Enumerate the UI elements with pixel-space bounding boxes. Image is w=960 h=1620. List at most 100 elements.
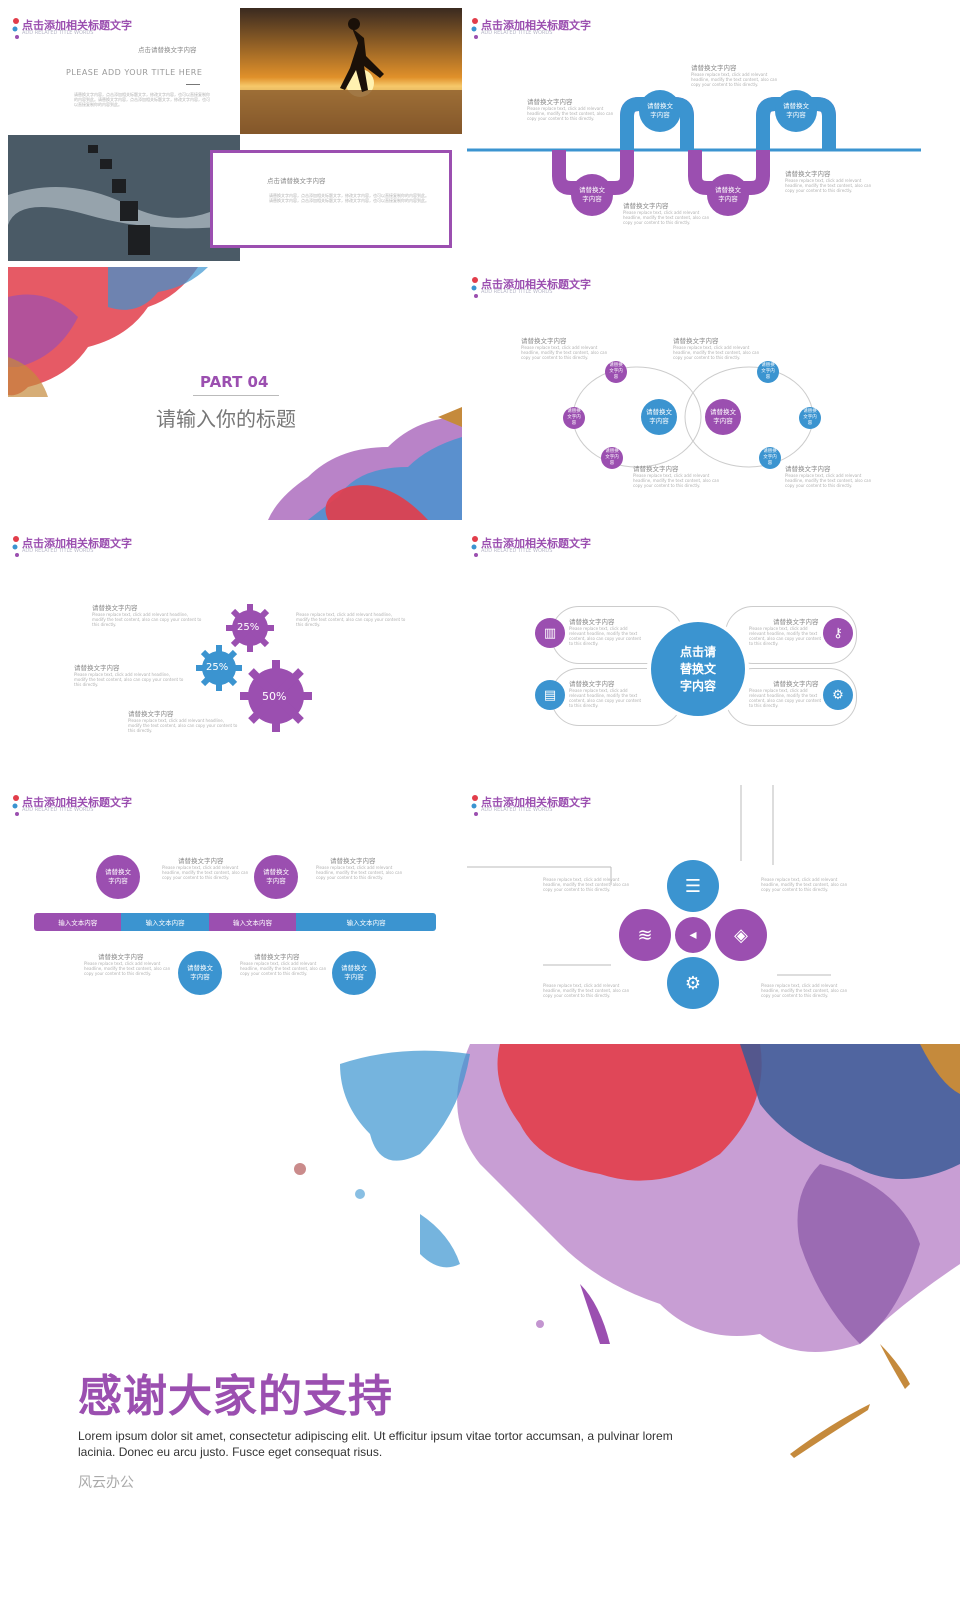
bubble-3: 请替换文 字内容 bbox=[571, 174, 613, 216]
desc-2: Please replace text, click add relevant … bbox=[316, 865, 403, 880]
brand-name: 风云办公 bbox=[78, 1475, 134, 1491]
slide-title: 点击添加相关标题文字 bbox=[22, 537, 132, 550]
node-f: 请替换 文字内容 bbox=[759, 447, 781, 469]
label-2: 请替换文字内容 bbox=[691, 64, 737, 72]
label-br: 请替换文字内容 bbox=[773, 680, 819, 688]
sunset-photo bbox=[240, 8, 462, 134]
connector-lines bbox=[467, 785, 831, 976]
label-4: 请替换文字内容 bbox=[785, 170, 831, 178]
box-heading: 点击请替换文字内容 bbox=[267, 177, 326, 185]
slide-section-part[interactable]: PART 04 请输入你的标题 bbox=[8, 267, 462, 520]
slide-central-circle[interactable]: 点击添加相关标题文字 ADD RELATED TITLE WORDS 点击请 替换… bbox=[467, 526, 921, 779]
slide-wave-timeline[interactable]: 点击添加相关标题文字 ADD RELATED TITLE WORDS 请替换文字… bbox=[467, 8, 921, 261]
gear-icon bbox=[226, 604, 274, 652]
label-4: 请替换文字内容 bbox=[128, 710, 174, 718]
node-c: 请替换 文字内容 bbox=[601, 447, 623, 469]
splash-corner-icon bbox=[471, 18, 478, 39]
barcode-icon: ▤ bbox=[535, 680, 565, 710]
divider bbox=[186, 84, 200, 85]
gear-1-label: 25% bbox=[237, 622, 260, 633]
key-icon: ⚷ bbox=[823, 618, 853, 648]
slide-title: 点击添加相关标题文字 bbox=[481, 796, 591, 809]
divider bbox=[193, 395, 279, 396]
text-box: 点击请替换文字内容 请替换文字内容，点击添加相关标题文字，修改文字内容，也可以直… bbox=[210, 150, 452, 248]
gear-icon: ⚙ bbox=[667, 957, 719, 1009]
bubble-2: 请替换文 字内容 bbox=[775, 90, 817, 132]
bubble-1: 请替换文 字内容 bbox=[96, 855, 140, 899]
gear-icon bbox=[196, 645, 242, 691]
slide-timeline-bar[interactable]: 点击添加相关标题文字 ADD RELATED TITLE WORDS 输入文本内… bbox=[8, 785, 462, 1038]
paint-splash-graphic bbox=[8, 267, 462, 520]
slide-subtitle: ADD RELATED TITLE WORDS bbox=[481, 289, 553, 295]
desc-1: Please replace text, click add relevant … bbox=[92, 612, 202, 627]
label-2: 请替换文字内容 bbox=[330, 857, 376, 865]
desc-tl: Please replace text, click add relevant … bbox=[521, 345, 608, 360]
slide-thanks[interactable]: 感谢大家的支持 Lorem ipsum dolor sit amet, cons… bbox=[0, 1044, 960, 1620]
node-a: 请替换 文字内容 bbox=[605, 361, 627, 383]
label-3: 请替换文字内容 bbox=[623, 202, 669, 210]
thanks-body: Lorem ipsum dolor sit amet, consectetur … bbox=[78, 1429, 673, 1459]
bubble-1: 请替换文 字内容 bbox=[639, 90, 681, 132]
bubble-3: 请替换文 字内容 bbox=[178, 951, 222, 995]
slide-subtitle: ADD RELATED TITLE WORDS bbox=[481, 30, 553, 36]
desc-2: Please replace text, click add relevant … bbox=[691, 72, 778, 87]
gear-icon bbox=[240, 660, 312, 732]
node-d: 请替换 文字内容 bbox=[757, 361, 779, 383]
slide-cycle-diagram[interactable]: 点击添加相关标题文字 ADD RELATED TITLE WORDS 请替换文字… bbox=[467, 267, 921, 520]
desc-tr: Please replace text, click add relevant … bbox=[673, 345, 760, 360]
desc-4: Please replace text, click add relevant … bbox=[240, 961, 327, 976]
label-1: 请替换文字内容 bbox=[527, 98, 573, 106]
center-node-2: 请替换文 字内容 bbox=[705, 399, 741, 435]
desc-3: Please replace text, click add relevant … bbox=[623, 210, 710, 225]
desc-br: Please replace text, click add relevant … bbox=[749, 688, 822, 708]
slide-title: 点击添加相关标题文字 bbox=[481, 537, 591, 550]
gears-graphic bbox=[196, 604, 312, 732]
desc-tr: Please replace text, click add relevant … bbox=[749, 626, 822, 646]
desc-3: Please replace text, click add relevant … bbox=[74, 672, 184, 687]
slide-icon-cluster[interactable]: 点击添加相关标题文字 ADD RELATED TITLE WORDS ☰ ≋ ◂… bbox=[467, 785, 921, 1038]
desc-4: Please replace text, click add relevant … bbox=[128, 718, 238, 733]
node-e: 请替换 文字内容 bbox=[799, 407, 821, 429]
desc-bl: Please replace text, click add relevant … bbox=[569, 688, 642, 708]
desc-1: Please replace text, click add relevant … bbox=[527, 106, 614, 121]
megaphone-icon: ◂ bbox=[675, 917, 711, 953]
desc-2: Please replace text, click add relevant … bbox=[296, 612, 406, 627]
slide-title: 点击添加相关标题文字 bbox=[22, 796, 132, 809]
english-title: PLEASE ADD YOUR TITLE HERE bbox=[66, 68, 203, 77]
bubble-4: 请替换文 字内容 bbox=[707, 174, 749, 216]
label-bl: 请替换文字内容 bbox=[633, 465, 679, 473]
timeline-bar: 输入文本内容 输入文本内容 输入文本内容 输入文本内容 bbox=[34, 913, 436, 931]
slide-subtitle: ADD RELATED TITLE WORDS bbox=[481, 548, 553, 554]
desc-bl: Please replace text, click add relevant … bbox=[633, 473, 720, 488]
bar-segment-4: 输入文本内容 bbox=[296, 913, 436, 931]
desc-br: Please replace text, click add relevant … bbox=[785, 473, 872, 488]
ocean-pier-photo bbox=[8, 135, 240, 261]
bubble-2: 请替换文 字内容 bbox=[254, 855, 298, 899]
label-3: 请替换文字内容 bbox=[74, 664, 120, 672]
splash-corner-icon bbox=[471, 277, 478, 298]
label-tl: 请替换文字内容 bbox=[521, 337, 567, 345]
splash-corner-icon bbox=[471, 536, 478, 557]
slide-photos[interactable]: 点击添加相关标题文字 ADD RELATED TITLE WORDS 点击请替换… bbox=[8, 8, 462, 261]
slide-gears[interactable]: 点击添加相关标题文字 ADD RELATED TITLE WORDS 25% 2… bbox=[8, 526, 462, 779]
label-4: 请替换文字内容 bbox=[254, 953, 300, 961]
slide-subtitle: ADD RELATED TITLE WORDS bbox=[22, 807, 94, 813]
bar-segment-2: 输入文本内容 bbox=[121, 913, 209, 931]
bar-segment-1: 输入文本内容 bbox=[34, 913, 122, 931]
gear-2-label: 25% bbox=[206, 662, 229, 673]
paint-splash-graphic bbox=[294, 1044, 960, 1458]
label-tl: 请替换文字内容 bbox=[569, 618, 615, 626]
bar-segment-3: 输入文本内容 bbox=[208, 913, 297, 931]
thanks-title: 感谢大家的支持 bbox=[78, 1371, 393, 1422]
label-1: 请替换文字内容 bbox=[178, 857, 224, 865]
shield-icon: ◈ bbox=[715, 909, 767, 961]
desc-tl: Please replace text, click add relevant … bbox=[543, 877, 630, 892]
section-part: PART 04 bbox=[200, 373, 269, 391]
label-3: 请替换文字内容 bbox=[98, 953, 144, 961]
desc-br: Please replace text, click add relevant … bbox=[761, 983, 848, 998]
splash-corner-icon bbox=[12, 536, 19, 557]
desc-bl: Please replace text, click add relevant … bbox=[543, 983, 630, 998]
label-bl: 请替换文字内容 bbox=[569, 680, 615, 688]
center-node-1: 请替换文 字内容 bbox=[641, 399, 677, 435]
desc-1: Please replace text, click add relevant … bbox=[162, 865, 249, 880]
